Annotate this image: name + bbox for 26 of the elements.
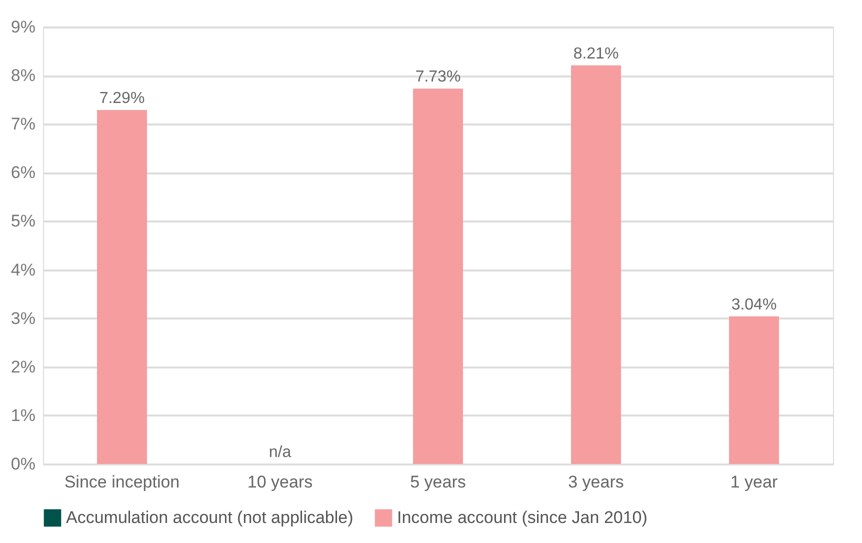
text: n/a: [268, 444, 292, 461]
data-label: 8.21%: [573, 45, 619, 62]
x-tick-label: Since inception: [64, 472, 180, 492]
y-tick-label: 0%: [10, 454, 36, 474]
bar: [97, 110, 147, 464]
legend-label: Income account (since Jan 2010): [397, 508, 648, 527]
y-tick-label: 3%: [10, 308, 36, 328]
x-tick-label: 1 year: [730, 472, 778, 492]
y-tick-label: 5%: [10, 212, 36, 231]
data-label: 7.73%: [415, 68, 461, 86]
y-tick-label: 2%: [10, 357, 36, 376]
y-tick-label: 8%: [10, 66, 36, 86]
data-label: 7.29%: [99, 90, 145, 108]
y-tick-label: 9%: [10, 18, 36, 36]
y-tick-label: 4%: [10, 260, 36, 280]
x-tick-label: 3 years: [568, 472, 624, 492]
legend-label: Accumulation account (not applicable): [66, 508, 354, 527]
bar: [413, 88, 463, 464]
y-tick-label: 1%: [10, 406, 36, 425]
data-label: 3.04%: [731, 296, 777, 314]
x-tick-label: 5 years: [410, 472, 466, 492]
y-tick-label: 6%: [10, 163, 36, 182]
bar: [729, 316, 779, 464]
y-tick-label: 7%: [10, 114, 36, 134]
x-tick-label: 10 years: [247, 472, 313, 492]
bar: [571, 65, 621, 464]
